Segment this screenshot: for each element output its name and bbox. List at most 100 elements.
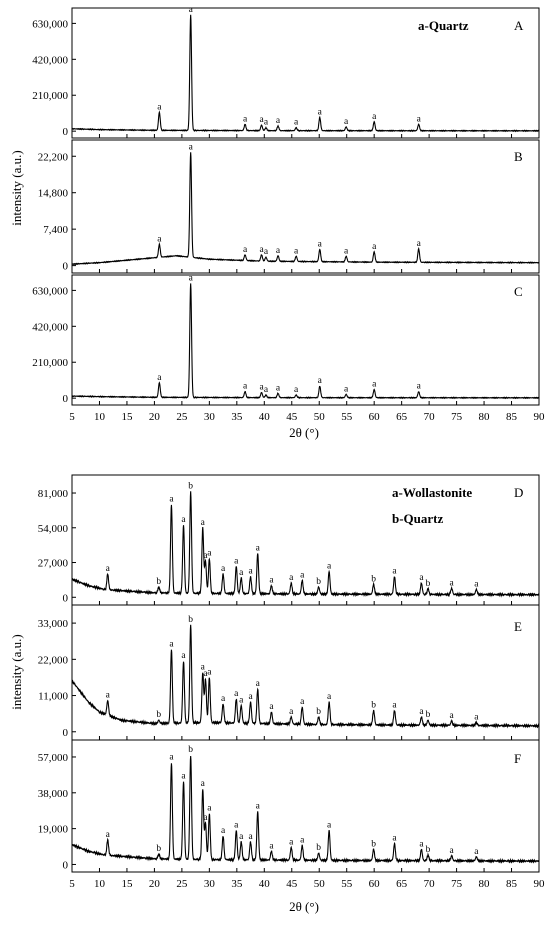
figure1-xtick-label: 25 bbox=[176, 411, 188, 423]
panel-f-peak-label: a bbox=[201, 779, 206, 789]
figure2-xtick-label: 10 bbox=[94, 878, 106, 890]
panel-f-ytick-label: 57,000 bbox=[38, 752, 69, 764]
panel-e-peak-label: b bbox=[156, 710, 161, 720]
panel-e-peak-label: a bbox=[203, 669, 208, 679]
panel-d-peak-label: a bbox=[221, 564, 226, 574]
figure1-xtick-label: 30 bbox=[204, 411, 216, 423]
panel-e-peak-label: a bbox=[239, 695, 244, 705]
panel-f-pattern-line bbox=[71, 756, 540, 864]
panel-d-peak-label: a bbox=[450, 578, 455, 588]
panel-d-peak-label: a bbox=[474, 580, 479, 590]
panel-a-peak-label: a bbox=[157, 102, 162, 112]
panel-a-peak-label: a bbox=[372, 112, 377, 122]
figure2-xtick-label: 90 bbox=[534, 878, 546, 890]
panel-f-ytick-label: 0 bbox=[63, 859, 69, 871]
panel-f-peak-label: a bbox=[327, 821, 332, 831]
panel-letter-a: A bbox=[514, 18, 524, 33]
panel-f-peak-label: a bbox=[221, 826, 226, 836]
panel-e-peak-label: a bbox=[248, 692, 253, 702]
panel-c-peak-label: a bbox=[243, 382, 248, 392]
panel-a-frame bbox=[71, 7, 540, 139]
panel-b-ytick-label: 7,400 bbox=[43, 224, 68, 236]
panel-d-peak-label: b bbox=[316, 577, 321, 587]
panel-e-peak-label: a bbox=[392, 700, 397, 710]
panel-letter-e: E bbox=[514, 619, 522, 634]
panel-b-peak-label: a bbox=[259, 245, 264, 255]
panel-d-peak-label: a bbox=[300, 571, 305, 581]
figure1-y-axis-title: intensity (a.u.) bbox=[9, 150, 24, 225]
panel-b-pattern-line bbox=[71, 152, 540, 266]
panel-c-ytick-label: 0 bbox=[63, 393, 69, 405]
panel-e-peak-label: b bbox=[188, 615, 193, 625]
panel-e-peak-label: a bbox=[234, 689, 239, 699]
figure1-xtick-label: 15 bbox=[121, 411, 133, 423]
panel-e-peak-label: a bbox=[181, 651, 186, 661]
figure2-xtick-label: 45 bbox=[286, 878, 298, 890]
panel-a-ytick-label: 210,000 bbox=[32, 90, 68, 102]
figure2-xtick-label: 15 bbox=[121, 878, 133, 890]
panel-d-ytick-label: 54,000 bbox=[38, 523, 69, 535]
panel-e-peak-label: a bbox=[221, 694, 226, 704]
figure1-x-axis-title: 2θ (°) bbox=[289, 425, 319, 440]
panel-d-peak-label: b bbox=[156, 577, 161, 587]
panel-e-peak-label: a bbox=[327, 692, 332, 702]
panel-d-peak-label: a bbox=[289, 573, 294, 583]
panel-d-peak-label: a bbox=[207, 549, 212, 559]
panel-f-peak-label: b bbox=[156, 844, 161, 854]
panel-c-frame bbox=[71, 274, 540, 406]
panel-d-peak-label: a bbox=[106, 564, 111, 574]
panel-letter-f: F bbox=[514, 751, 521, 766]
panel-f-ytick-label: 38,000 bbox=[38, 788, 69, 800]
panel-c-peak-label: a bbox=[157, 373, 162, 383]
figure1-xtick-label: 90 bbox=[534, 411, 546, 423]
figure2-y-axis-title: intensity (a.u.) bbox=[9, 634, 24, 709]
figure1-xtick-label: 55 bbox=[341, 411, 353, 423]
panel-e-ytick-label: 11,000 bbox=[38, 691, 68, 703]
panel-f-peak-label: a bbox=[392, 834, 397, 844]
figure1-xtick-label: 45 bbox=[286, 411, 298, 423]
figure1-xtick-label: 5 bbox=[69, 411, 75, 423]
panel-f-peak-label: a bbox=[207, 804, 212, 814]
panel-a-peak-label: a bbox=[318, 107, 323, 117]
figure2-xtick-label: 35 bbox=[231, 878, 243, 890]
panel-a-peak-label: a bbox=[417, 114, 422, 124]
panel-b-ytick-label: 0 bbox=[63, 261, 69, 273]
panel-d-peak-label: a bbox=[234, 556, 239, 566]
panel-f-peak-label: b bbox=[188, 745, 193, 755]
panel-e-peak-label: a bbox=[256, 679, 261, 689]
figure1-xtick-label: 70 bbox=[424, 411, 436, 423]
panel-e-ytick-label: 33,000 bbox=[38, 618, 69, 630]
panel-b-peak-label: a bbox=[318, 239, 323, 249]
figure1-xtick-label: 75 bbox=[451, 411, 463, 423]
panel-f-peak-label: a bbox=[248, 832, 253, 842]
panel-b-ytick-label: 14,800 bbox=[38, 188, 69, 200]
panel-e-peak-label: a bbox=[207, 667, 212, 677]
figure1-xtick-label: 80 bbox=[479, 411, 491, 423]
panel-b-peak-label: a bbox=[417, 239, 422, 249]
panel-c-peak-label: a bbox=[189, 274, 194, 284]
panel-d-peak-label: a bbox=[169, 495, 174, 505]
panel-e-peak-label: a bbox=[300, 697, 305, 707]
figure2-xtick-label: 85 bbox=[506, 878, 518, 890]
panel-f-peak-label: b bbox=[371, 839, 376, 849]
panel-f-peak-label: a bbox=[269, 841, 274, 851]
panel-f-peak-label: a bbox=[106, 830, 111, 840]
panel-d-peak-label: a bbox=[239, 568, 244, 578]
panel-e-peak-label: a bbox=[169, 639, 174, 649]
panel-letter-d: D bbox=[514, 485, 523, 500]
figure2-xtick-label: 75 bbox=[451, 878, 463, 890]
panel-e-peak-label: b bbox=[371, 700, 376, 710]
figure1-xtick-label: 60 bbox=[369, 411, 381, 423]
panel-e-ytick-label: 0 bbox=[63, 727, 69, 739]
panel-e-peak-label: a bbox=[106, 690, 111, 700]
panel-c-peak-label: a bbox=[318, 376, 323, 386]
panel-e-peak-label: b bbox=[426, 710, 431, 720]
panel-a-peak-label: a bbox=[259, 115, 264, 125]
panel-e-peak-label: a bbox=[450, 711, 455, 721]
panel-e-ytick-label: 22,000 bbox=[38, 654, 69, 666]
panel-f-peak-label: a bbox=[181, 771, 186, 781]
panel-d-peak-label: b bbox=[188, 482, 193, 492]
panel-d-peak-label: a bbox=[256, 544, 261, 554]
